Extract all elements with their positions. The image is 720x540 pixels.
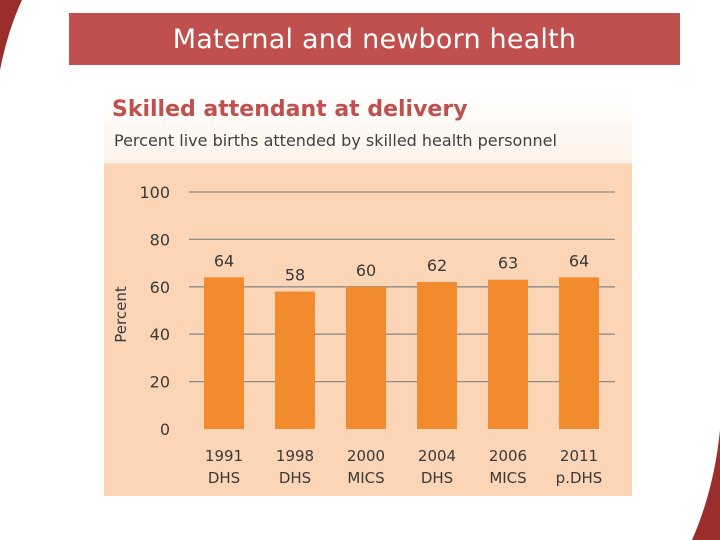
x-tick-label: 2006: [489, 447, 527, 465]
chart-panel: Skilled attendant at delivery Percent li…: [104, 91, 632, 496]
y-tick-label: 60: [150, 278, 170, 297]
y-tick-label: 20: [150, 373, 170, 392]
data-label: 62: [427, 256, 447, 275]
x-tick-label: 2011: [560, 447, 598, 465]
bar: [204, 277, 244, 429]
x-tick-label: 2004: [418, 447, 456, 465]
y-tick-label: 0: [160, 420, 170, 439]
chart-title: Skilled attendant at delivery: [112, 97, 468, 122]
bar: [488, 279, 528, 429]
bar: [346, 286, 386, 429]
x-tick-label: DHS: [208, 469, 240, 487]
bar: [559, 277, 599, 429]
bar-chart: 0 20 40 60 80 100 Percent 64 1991 DHS 58 1998 DHS 60 2…: [112, 183, 615, 487]
corner-decoration-left: [0, 0, 22, 70]
data-label: 60: [356, 261, 376, 280]
data-label: 58: [285, 266, 305, 285]
bar: [275, 291, 315, 429]
y-tick-label: 100: [139, 183, 170, 202]
corner-decoration-right: [692, 430, 720, 540]
y-tick-label: 80: [150, 230, 170, 249]
y-tick-label: 40: [150, 325, 170, 344]
data-label: 64: [214, 251, 234, 270]
x-tick-label: 2000: [347, 447, 385, 465]
x-tick-label: p.DHS: [556, 469, 603, 487]
chart-subtitle: Percent live births attended by skilled …: [114, 131, 557, 150]
x-tick-label: 1991: [205, 447, 243, 465]
bar: [417, 282, 457, 429]
chart-header: Skilled attendant at delivery Percent li…: [104, 91, 632, 164]
data-label: 64: [569, 251, 589, 270]
x-tick-label: 1998: [276, 447, 314, 465]
x-tick-label: DHS: [421, 469, 453, 487]
y-axis-title: Percent: [112, 286, 130, 343]
page-title: Maternal and newborn health: [172, 23, 577, 55]
data-label: 63: [498, 254, 518, 273]
header-bar: Maternal and newborn health: [69, 13, 680, 65]
x-tick-label: DHS: [279, 469, 311, 487]
x-tick-label: MICS: [347, 469, 384, 487]
x-tick-label: MICS: [489, 469, 526, 487]
